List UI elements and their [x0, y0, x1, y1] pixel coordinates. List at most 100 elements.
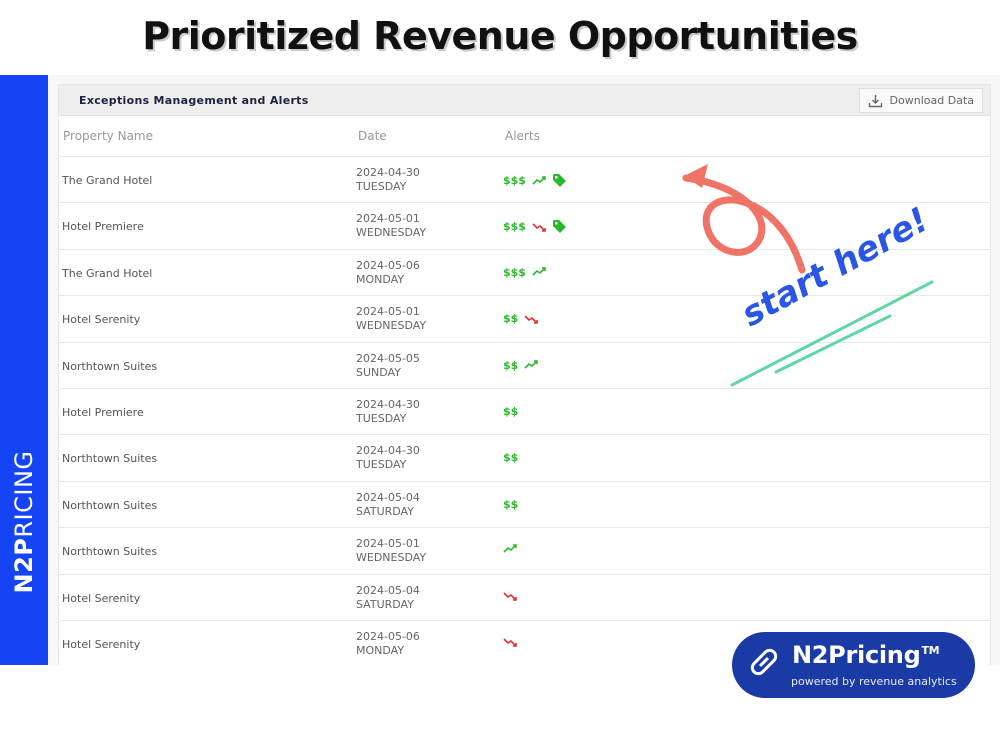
alerts-cell: [503, 637, 517, 647]
table-row[interactable]: Northtown Suites 2024-05-01 WEDNESDAY: [59, 528, 990, 575]
day-of-week: SATURDAY: [356, 597, 414, 611]
table-row[interactable]: Northtown Suites 2024-04-30 TUESDAY $$: [59, 435, 990, 482]
table-row[interactable]: Hotel Premiere 2024-05-01 WEDNESDAY $$$: [59, 203, 990, 250]
date-cell: 2024-05-01 WEDNESDAY: [356, 537, 426, 565]
column-header-date[interactable]: Date: [358, 129, 387, 143]
table-row[interactable]: Northtown Suites 2024-05-05 SUNDAY $$: [59, 343, 990, 389]
revenue-indicator: $$: [503, 312, 519, 326]
property-name: The Grand Hotel: [62, 266, 153, 280]
date-value: 2024-04-30: [356, 166, 420, 179]
date-value: 2024-05-04: [356, 583, 420, 597]
revenue-indicator: $$: [503, 358, 519, 372]
property-name: Hotel Serenity: [62, 637, 141, 651]
trend-down-icon: [503, 638, 517, 647]
day-of-week: WEDNESDAY: [356, 551, 427, 565]
badge-subtitle: powered by revenue analytics: [791, 675, 957, 688]
date-cell: 2024-05-06 MONDAY: [356, 259, 420, 287]
day-of-week: TUESDAY: [356, 180, 407, 193]
table-row[interactable]: Northtown Suites 2024-05-04 SATURDAY $$: [59, 482, 990, 529]
sidebar-brand: N2PRICING: [9, 437, 39, 607]
date-value: 2024-05-06: [356, 629, 420, 643]
day-of-week: WEDNESDAY: [356, 226, 427, 240]
table-row[interactable]: The Grand Hotel 2024-04-30 TUESDAY $$$: [59, 157, 990, 204]
date-cell: 2024-05-01 WEDNESDAY: [356, 212, 426, 240]
table-row[interactable]: The Grand Hotel 2024-05-06 MONDAY $$$: [59, 250, 990, 297]
property-name: Hotel Serenity: [62, 313, 141, 327]
trend-down-icon: [532, 223, 546, 232]
date-value: 2024-05-04: [356, 490, 420, 504]
alerts-cell: $$: [503, 405, 518, 418]
day-of-week: TUESDAY: [356, 411, 407, 425]
revenue-indicator: $$$: [503, 220, 526, 234]
date-cell: 2024-05-06 MONDAY: [356, 630, 420, 658]
date-cell: 2024-05-05 SUNDAY: [356, 352, 420, 380]
trend-down-icon: [524, 315, 539, 324]
price-tag-icon: [552, 220, 566, 234]
date-value: 2024-05-05: [356, 351, 420, 365]
trend-up-icon: [503, 544, 517, 553]
panel-header-title: Exceptions Management and Alerts: [79, 94, 309, 107]
revenue-indicator: $$: [503, 404, 519, 418]
table-body: The Grand Hotel 2024-04-30 TUESDAY $$$ Hotel…: [59, 157, 990, 665]
badge-name: N2PricingTM: [792, 641, 940, 669]
revenue-indicator: $$: [503, 451, 519, 465]
badge-name-text: N2Pricing: [792, 641, 921, 669]
day-of-week: SATURDAY: [356, 504, 414, 518]
download-data-label: Download Data: [889, 94, 974, 107]
day-of-week: SUNDAY: [356, 365, 401, 379]
date-value: 2024-05-01: [356, 537, 420, 551]
trademark-mark: TM: [921, 644, 940, 657]
date-value: 2024-05-01: [356, 212, 420, 226]
alerts-cell: [503, 544, 517, 554]
alerts-cell: $$$: [503, 173, 567, 188]
trend-up-icon: [524, 360, 539, 369]
table-row[interactable]: Hotel Serenity 2024-05-01 WEDNESDAY $$: [59, 296, 990, 343]
property-name: Hotel Premiere: [62, 405, 144, 419]
table-header: Property Name Date Alerts: [59, 116, 990, 157]
day-of-week: MONDAY: [356, 272, 405, 286]
trend-up-icon: [532, 267, 546, 276]
alerts-cell: $$$: [503, 219, 567, 234]
table-row[interactable]: Hotel Serenity 2024-05-06 MONDAY: [59, 621, 990, 665]
alerts-cell: $$: [503, 358, 539, 372]
property-name: Northtown Suites: [62, 359, 158, 373]
download-data-button[interactable]: Download Data: [858, 88, 983, 113]
price-tag-icon: [552, 174, 566, 187]
sidebar-band: N2PRICING: [0, 75, 48, 665]
property-name: Northtown Suites: [62, 545, 158, 559]
date-value: 2024-05-06: [356, 258, 420, 272]
page-title: Prioritized Revenue Opportunities: [142, 14, 858, 58]
alerts-cell: $$: [503, 451, 518, 464]
column-header-alerts[interactable]: Alerts: [505, 129, 540, 143]
day-of-week: MONDAY: [356, 643, 405, 657]
table-row[interactable]: Hotel Premiere 2024-04-30 TUESDAY $$: [59, 389, 990, 436]
property-name: The Grand Hotel: [62, 174, 153, 187]
pill-icon: [750, 648, 778, 676]
day-of-week: TUESDAY: [356, 458, 407, 472]
trend-down-icon: [503, 591, 517, 601]
revenue-indicator: $$: [503, 497, 519, 511]
panel-header: Exceptions Management and Alerts Downloa…: [59, 85, 990, 116]
column-header-property[interactable]: Property Name: [63, 129, 153, 143]
sidebar-brand-bold: N2P: [10, 537, 38, 594]
property-name: Hotel Premiere: [62, 220, 144, 234]
table-row[interactable]: Hotel Serenity 2024-05-04 SATURDAY: [59, 575, 990, 621]
day-of-week: WEDNESDAY: [356, 319, 427, 333]
property-name: Northtown Suites: [62, 498, 158, 512]
n2pricing-badge[interactable]: N2PricingTM powered by revenue analytics: [732, 632, 975, 698]
property-name: Northtown Suites: [62, 452, 158, 466]
alerts-panel: Exceptions Management and Alerts Downloa…: [48, 75, 1000, 665]
download-icon: [868, 94, 882, 107]
revenue-indicator: $$$: [503, 265, 526, 279]
trend-up-icon: [532, 175, 546, 185]
date-value: 2024-05-01: [356, 305, 420, 319]
alerts-card: Exceptions Management and Alerts Downloa…: [58, 84, 991, 665]
alerts-cell: [503, 591, 517, 601]
revenue-indicator: $$$: [503, 174, 526, 187]
date-cell: 2024-04-30 TUESDAY: [356, 166, 420, 194]
date-value: 2024-04-30: [356, 444, 420, 458]
sidebar-brand-rest: RICING: [10, 450, 38, 538]
alerts-cell: $$: [503, 498, 518, 511]
date-cell: 2024-05-01 WEDNESDAY: [356, 305, 426, 333]
date-cell: 2024-05-04 SATURDAY: [356, 584, 420, 612]
